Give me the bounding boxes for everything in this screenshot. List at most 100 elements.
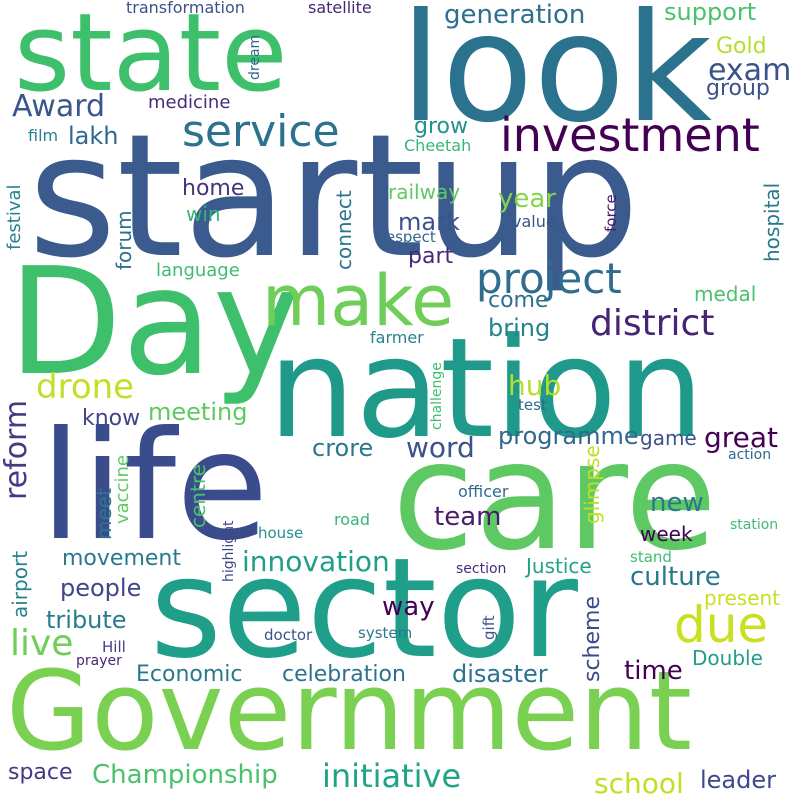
word: medal bbox=[694, 282, 757, 306]
word: force bbox=[602, 194, 620, 232]
word: know bbox=[82, 406, 141, 431]
word: startup bbox=[28, 98, 640, 296]
word: gift bbox=[480, 615, 498, 640]
word: part bbox=[408, 244, 454, 269]
word: vaccine bbox=[112, 455, 133, 524]
word: satellite bbox=[308, 0, 372, 17]
word: come bbox=[488, 288, 549, 313]
word: group bbox=[706, 76, 770, 101]
word: tribute bbox=[46, 606, 127, 634]
word: live bbox=[10, 623, 74, 664]
word: week bbox=[640, 522, 693, 546]
word: forum bbox=[112, 210, 136, 270]
word: Government bbox=[6, 647, 692, 775]
word: innovation bbox=[242, 545, 390, 578]
word: challenge bbox=[429, 362, 445, 430]
word: road bbox=[334, 510, 370, 529]
word: great bbox=[704, 421, 779, 454]
word: Award bbox=[12, 89, 106, 124]
word: crore bbox=[312, 434, 374, 462]
word: home bbox=[182, 176, 245, 201]
word: centre bbox=[186, 464, 210, 528]
word: hub bbox=[508, 369, 562, 402]
word: life bbox=[40, 400, 269, 574]
word: lakh bbox=[68, 122, 119, 150]
word: initiative bbox=[322, 757, 462, 795]
word: grow bbox=[414, 114, 468, 139]
word: win bbox=[186, 202, 221, 226]
word: Justice bbox=[526, 554, 592, 578]
word: Cheetah bbox=[404, 136, 472, 155]
word: railway bbox=[388, 180, 461, 204]
word: glimpse bbox=[580, 445, 604, 524]
word: people bbox=[60, 574, 142, 602]
word: airport bbox=[8, 550, 32, 618]
word: Hill bbox=[102, 638, 126, 656]
word: investment bbox=[500, 108, 760, 162]
word: house bbox=[258, 524, 304, 542]
word: meet bbox=[92, 488, 116, 540]
word: district bbox=[590, 303, 715, 344]
word: service bbox=[182, 106, 340, 157]
word: section bbox=[456, 561, 507, 577]
word: game bbox=[640, 426, 697, 450]
word: school bbox=[594, 767, 684, 800]
word: support bbox=[664, 0, 757, 26]
word: connect bbox=[332, 190, 356, 270]
word: year bbox=[498, 184, 557, 214]
word: Economic bbox=[136, 662, 243, 687]
word: programme bbox=[498, 422, 639, 450]
word: project bbox=[476, 254, 622, 303]
word: Double bbox=[692, 646, 763, 670]
word: Championship bbox=[92, 760, 278, 790]
word: test bbox=[518, 396, 547, 414]
word: time bbox=[624, 656, 683, 686]
word: culture bbox=[630, 562, 721, 592]
word: stand bbox=[630, 548, 672, 566]
word: action bbox=[728, 447, 772, 463]
word: movement bbox=[62, 546, 181, 571]
word: station bbox=[730, 517, 779, 533]
word: highlight bbox=[221, 520, 237, 582]
word: due bbox=[674, 596, 769, 654]
word: prayer bbox=[76, 653, 122, 669]
word: way bbox=[382, 592, 435, 622]
word: leader bbox=[700, 766, 777, 794]
word: celebration bbox=[282, 662, 406, 687]
word: value bbox=[512, 212, 556, 231]
word: bring bbox=[488, 314, 551, 342]
word: care bbox=[392, 410, 718, 584]
word: meeting bbox=[148, 398, 248, 426]
word: medicine bbox=[148, 92, 231, 113]
word: generation bbox=[444, 0, 586, 30]
word: system bbox=[358, 624, 413, 642]
word: word bbox=[406, 431, 475, 464]
word: nation bbox=[268, 308, 705, 469]
word: present bbox=[704, 586, 781, 610]
word: farmer bbox=[370, 328, 424, 347]
word: festival bbox=[4, 184, 25, 250]
word: dream bbox=[247, 34, 263, 80]
word: doctor bbox=[264, 626, 313, 644]
word: exam bbox=[708, 53, 792, 88]
word: officer bbox=[458, 482, 509, 501]
word: respect bbox=[380, 228, 436, 246]
word: film bbox=[28, 126, 59, 145]
word: space bbox=[8, 760, 73, 785]
word: state bbox=[14, 0, 288, 116]
word: Gold bbox=[716, 34, 767, 59]
word: sector bbox=[150, 528, 578, 689]
word: make bbox=[262, 260, 455, 342]
word: mark bbox=[398, 208, 460, 236]
word: transformation bbox=[126, 0, 245, 17]
word: language bbox=[156, 260, 240, 281]
word: look bbox=[400, 0, 713, 156]
word: new bbox=[650, 488, 704, 518]
word: disaster bbox=[452, 660, 548, 688]
word: Day bbox=[8, 236, 301, 408]
word: team bbox=[434, 502, 502, 532]
word: drone bbox=[36, 367, 135, 407]
word: hospital bbox=[760, 182, 784, 262]
word: scheme bbox=[580, 595, 605, 682]
